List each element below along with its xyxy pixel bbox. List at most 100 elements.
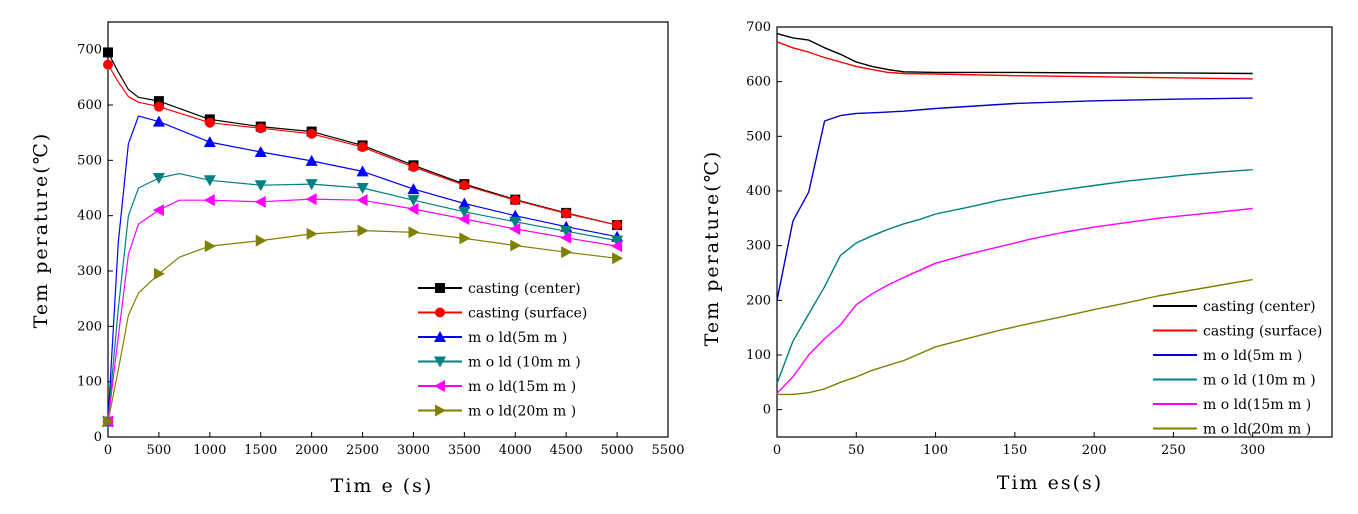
chart1-legend-marker [434, 380, 445, 392]
chart2-xtick-label: 150 [1002, 443, 1027, 458]
chart2-legend-label: m o ld(5m m ) [1203, 348, 1302, 364]
chart1-xtick-label: 1000 [193, 443, 226, 458]
chart1-xtick-label: 0 [104, 443, 112, 458]
chart2-x-axis-label: Tim es(s) [997, 472, 1103, 494]
chart2-series-line [776, 207, 1253, 394]
chart1-ytick-label: 0 [94, 430, 102, 445]
chart1-data-point [510, 239, 522, 252]
chart1-data-point [408, 226, 420, 239]
chart1-data-point [458, 212, 470, 225]
chart1-legend-label: m o ld(20m m ) [468, 404, 576, 420]
chart2-ytick-label: 100 [746, 348, 771, 363]
chart1-xtick-label: 5000 [601, 443, 634, 458]
chart2-series-line [777, 278, 1253, 396]
chart2-series-6 [777, 278, 1253, 396]
chart1-data-point [153, 96, 164, 107]
chart1-panel: 0 500 1000 1500 2000 2500 3000 3500 4000 4500 5000… [30, 21, 685, 497]
chart1-legend-marker [435, 307, 445, 318]
chart1-data-point [407, 195, 420, 207]
chart1-x-axis-label: Tim e (s) [331, 475, 434, 497]
chart1-data-point [153, 101, 164, 112]
chart1-series-5 [102, 193, 623, 428]
chart1-data-point [459, 232, 471, 245]
chart1-data-point [611, 235, 624, 247]
chart2-xtick-label: 200 [1082, 443, 1107, 458]
chart2-ytick-label: 300 [746, 239, 771, 254]
chart1-data-point [103, 47, 113, 58]
chart2-ytick-label: 500 [746, 129, 771, 144]
chart1-xtick-label: 2000 [295, 443, 328, 458]
chart1-data-point [560, 231, 572, 244]
chart2-xtick-label: 50 [848, 443, 865, 458]
chart1-data-point [611, 240, 623, 253]
chart1-data-point [152, 173, 165, 185]
chart1-data-point [357, 224, 369, 237]
chart2-ytick-label: 200 [746, 293, 771, 308]
chart1-data-point [103, 59, 113, 70]
chart1-xtick-label: 5500 [651, 443, 684, 458]
chart1-ytick-label: 100 [77, 375, 102, 390]
chart2-ytick-label: 600 [746, 75, 771, 90]
chart1-legend-label: casting (surface) [468, 306, 587, 322]
chart1-series-6 [103, 224, 624, 428]
chart1-data-point [254, 180, 267, 192]
chart1-data-point [560, 226, 573, 238]
chart2-legend-label: casting (surface) [1203, 324, 1322, 340]
chart1-data-point [356, 165, 369, 177]
chart1-data-point [204, 240, 216, 253]
chart1-data-point [407, 203, 419, 216]
chart1-xtick-label: 2500 [346, 443, 379, 458]
chart1-legend: casting (center) casting (surface) m o ld(… [418, 281, 587, 420]
chart1-data-point [306, 128, 317, 139]
chart1-legend-label: m o ld(5m m ) [468, 330, 567, 346]
chart1-legend-marker [435, 404, 446, 417]
chart2-series-3 [776, 97, 1253, 301]
chart2-series-line [776, 32, 1253, 75]
chart2-legend-label: m o ld (10m m ) [1203, 373, 1316, 389]
chart1-series-2 [103, 59, 623, 231]
chart1-data-point [459, 180, 470, 191]
chart2-ytick-label: 400 [746, 184, 771, 199]
chart1-data-point [612, 220, 623, 231]
chart1-data-point [255, 234, 267, 247]
chart2-legend-label: casting (center) [1203, 299, 1316, 315]
chart1-ytick-label: 200 [77, 319, 102, 334]
chart1-data-point [203, 175, 216, 187]
chart2-xtick-label: 100 [923, 443, 948, 458]
chart2-y-axis-label: Tem perature(℃) [701, 150, 723, 347]
chart2-series-4 [776, 169, 1253, 384]
chart1-legend-marker [434, 331, 446, 342]
chart1-series-line [107, 52, 618, 226]
chart2-series-1 [776, 32, 1253, 75]
chart2-panel: 0 50 100 150 200 250 300 0 100 200 300 400 500 600 700… [701, 20, 1333, 494]
chart1-data-point [103, 415, 114, 428]
chart1-y-axis-label: Tem perature(℃) [30, 132, 52, 329]
chart1-series-line [107, 115, 618, 422]
chart1-data-point [255, 123, 266, 134]
chart2-xtick-label: 250 [1161, 443, 1186, 458]
chart2-series-2 [776, 41, 1253, 80]
chart1-xtick-label: 500 [146, 443, 171, 458]
chart1-data-point [305, 193, 317, 206]
chart2-series-line [776, 41, 1253, 80]
chart1-xtick-label: 1500 [244, 443, 277, 458]
chart1-data-point [510, 195, 521, 206]
chart1-ytick-label: 400 [77, 209, 102, 224]
chart1-data-point [152, 204, 164, 217]
chart2-legend-label: m o ld(20m m ) [1203, 422, 1311, 438]
chart2-legend: casting (center) casting (surface) m o ld(… [1153, 299, 1322, 438]
chart1-ytick-label: 600 [77, 98, 102, 113]
chart1-data-point [458, 197, 471, 209]
chart1-legend-label: m o ld(15m m ) [468, 379, 576, 395]
chart1-data-point [152, 115, 165, 127]
chart2-xtick-label: 0 [773, 443, 781, 458]
chart1-series-line [107, 64, 618, 226]
chart1-ytick-label: 300 [77, 264, 102, 279]
chart2-plot-frame [776, 26, 1333, 438]
chart1-data-point [509, 222, 521, 235]
chart1-xtick-label: 4000 [499, 443, 532, 458]
chart1-legend-marker [435, 283, 445, 293]
chart1-data-point [306, 227, 318, 240]
chart1-data-point [203, 194, 215, 207]
